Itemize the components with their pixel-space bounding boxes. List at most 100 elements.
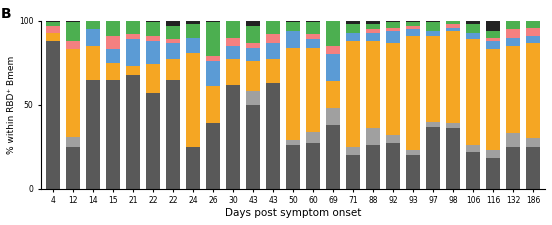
Bar — [426, 21, 440, 22]
Bar — [346, 155, 360, 189]
Bar — [386, 143, 400, 189]
Bar — [526, 36, 540, 43]
Bar — [246, 48, 261, 61]
Bar — [506, 38, 521, 46]
Bar — [286, 31, 300, 48]
Bar — [526, 21, 540, 27]
Bar — [406, 29, 420, 36]
Bar — [46, 21, 60, 22]
Bar — [406, 22, 420, 26]
Bar — [366, 145, 380, 189]
Bar — [486, 41, 500, 49]
Bar — [446, 27, 460, 31]
Bar — [526, 43, 540, 138]
Y-axis label: % within RBD⁺ Bmem: % within RBD⁺ Bmem — [7, 56, 16, 154]
Bar — [286, 145, 300, 189]
Bar — [106, 36, 120, 49]
Bar — [146, 64, 160, 93]
Bar — [126, 39, 140, 66]
Bar — [266, 21, 280, 34]
Bar — [166, 80, 181, 189]
Bar — [186, 21, 200, 24]
Bar — [386, 27, 400, 31]
Bar — [366, 24, 380, 29]
Bar — [86, 80, 100, 189]
Bar — [266, 59, 280, 83]
Bar — [406, 26, 420, 29]
Bar — [366, 33, 380, 41]
Bar — [146, 41, 160, 64]
Bar — [186, 53, 200, 147]
X-axis label: Days post symptom onset: Days post symptom onset — [225, 208, 362, 218]
Bar — [446, 128, 460, 189]
Bar — [366, 21, 380, 24]
Bar — [186, 147, 200, 189]
Bar — [506, 46, 521, 133]
Bar — [446, 31, 460, 123]
Bar — [386, 21, 400, 22]
Bar — [306, 48, 320, 132]
Bar — [306, 39, 320, 48]
Bar — [86, 21, 100, 29]
Bar — [406, 36, 420, 150]
Bar — [386, 31, 400, 43]
Bar — [166, 26, 181, 39]
Bar — [266, 34, 280, 43]
Bar — [186, 24, 200, 38]
Bar — [326, 125, 340, 189]
Bar — [206, 21, 220, 22]
Text: B: B — [1, 7, 12, 21]
Bar — [346, 41, 360, 147]
Bar — [286, 48, 300, 140]
Bar — [146, 93, 160, 189]
Bar — [226, 46, 240, 59]
Bar — [426, 126, 440, 189]
Bar — [466, 145, 480, 152]
Bar — [66, 137, 81, 147]
Bar — [246, 43, 261, 48]
Bar — [206, 61, 220, 86]
Bar — [326, 54, 340, 81]
Bar — [306, 143, 320, 189]
Bar — [286, 22, 300, 31]
Bar — [286, 140, 300, 145]
Bar — [146, 21, 160, 22]
Bar — [46, 26, 60, 33]
Bar — [326, 108, 340, 125]
Bar — [106, 63, 120, 80]
Bar — [446, 123, 460, 128]
Bar — [426, 122, 440, 126]
Bar — [206, 86, 220, 123]
Bar — [526, 147, 540, 189]
Bar — [506, 21, 521, 29]
Bar — [486, 49, 500, 150]
Bar — [466, 39, 480, 145]
Bar — [246, 91, 261, 105]
Bar — [526, 138, 540, 147]
Bar — [486, 150, 500, 158]
Bar — [226, 85, 240, 189]
Bar — [386, 43, 400, 135]
Bar — [286, 21, 300, 22]
Bar — [46, 33, 60, 41]
Bar — [166, 43, 181, 59]
Bar — [426, 31, 440, 36]
Bar — [46, 22, 60, 26]
Bar — [266, 83, 280, 189]
Bar — [406, 150, 420, 155]
Bar — [326, 21, 340, 46]
Bar — [186, 38, 200, 53]
Bar — [246, 26, 261, 43]
Bar — [126, 74, 140, 189]
Bar — [246, 105, 261, 189]
Bar — [346, 147, 360, 155]
Bar — [166, 39, 181, 43]
Bar — [206, 22, 220, 56]
Bar — [406, 155, 420, 189]
Bar — [206, 56, 220, 61]
Bar — [246, 21, 261, 26]
Bar — [66, 49, 81, 137]
Bar — [506, 133, 521, 147]
Bar — [486, 158, 500, 189]
Bar — [466, 33, 480, 39]
